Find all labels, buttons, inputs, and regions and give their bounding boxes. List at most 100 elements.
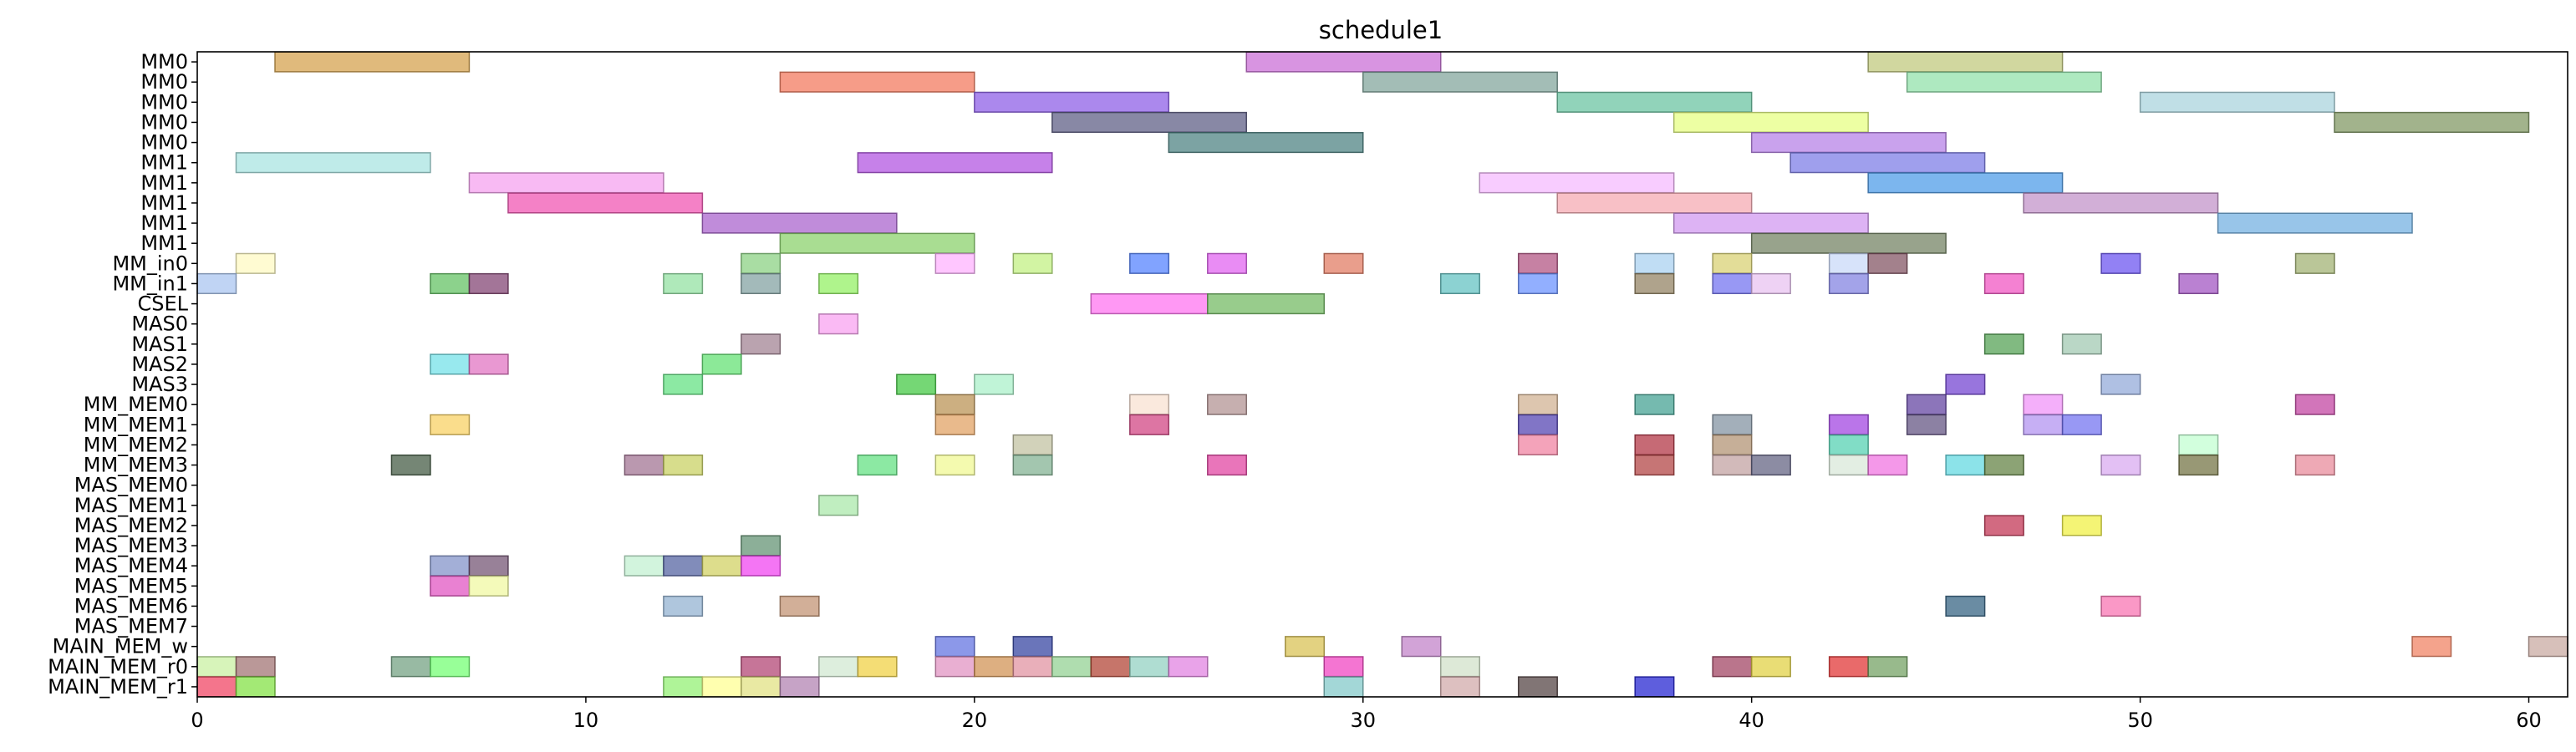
task-bar bbox=[1129, 414, 1170, 435]
task-bar bbox=[1828, 414, 1869, 435]
task-bar bbox=[1828, 656, 1869, 678]
task-bar bbox=[1634, 676, 1675, 698]
y-tick-label: MAS_MEM1 bbox=[74, 494, 188, 517]
task-bar bbox=[468, 272, 509, 295]
y-tick-label: MM0 bbox=[140, 70, 188, 94]
task-bar bbox=[1712, 252, 1753, 274]
task-bar bbox=[2100, 595, 2141, 617]
task-bar bbox=[934, 252, 975, 274]
task-bar bbox=[1945, 595, 1986, 617]
task-bar bbox=[779, 232, 975, 254]
task-bar bbox=[1323, 252, 1364, 274]
task-bar bbox=[1867, 252, 1908, 274]
x-tick-label: 30 bbox=[1350, 709, 1376, 732]
y-tick-label: MM1 bbox=[140, 191, 188, 215]
task-bar bbox=[1517, 414, 1558, 435]
task-bar bbox=[624, 454, 664, 476]
task-bar bbox=[779, 595, 820, 617]
task-bar bbox=[934, 636, 975, 658]
task-bar bbox=[430, 575, 471, 597]
task-bar bbox=[1828, 272, 1869, 295]
task-bar bbox=[974, 91, 1170, 113]
task-bar bbox=[818, 313, 859, 335]
task-bar bbox=[235, 252, 276, 274]
task-bar bbox=[468, 353, 509, 375]
task-bar bbox=[934, 414, 975, 435]
task-bar bbox=[741, 333, 781, 355]
x-tick-label: 20 bbox=[962, 709, 988, 732]
task-bar bbox=[1712, 414, 1753, 435]
task-bar bbox=[390, 656, 431, 678]
task-bar bbox=[235, 656, 276, 678]
y-tick-label: MM_MEM2 bbox=[84, 433, 188, 456]
task-bar bbox=[2100, 373, 2141, 395]
task-bar bbox=[1983, 333, 2024, 355]
task-bar bbox=[663, 555, 704, 577]
task-bar bbox=[430, 272, 471, 295]
task-bar bbox=[1517, 434, 1558, 456]
task-bar bbox=[779, 71, 975, 93]
task-bar bbox=[974, 373, 1015, 395]
y-tick-label: MAS_MEM4 bbox=[74, 554, 188, 577]
task-bar bbox=[1867, 454, 1908, 476]
task-bar bbox=[1828, 252, 1869, 274]
task-bar bbox=[1090, 656, 1131, 678]
y-tick-label: MAIN_MEM_r0 bbox=[48, 655, 188, 678]
task-bar bbox=[1634, 434, 1675, 456]
task-bar bbox=[1750, 131, 1947, 154]
y-tick-label: MAS_MEM6 bbox=[74, 594, 188, 617]
task-bar bbox=[857, 152, 1053, 174]
task-bar bbox=[857, 656, 898, 678]
task-bar bbox=[235, 676, 276, 698]
task-bar bbox=[2023, 414, 2064, 435]
task-bar bbox=[2061, 333, 2102, 355]
task-bar bbox=[2023, 394, 2064, 415]
task-bar bbox=[1207, 292, 1326, 315]
task-bar bbox=[390, 454, 431, 476]
task-bar bbox=[1517, 272, 1558, 295]
task-bar bbox=[1168, 131, 1364, 154]
task-bar bbox=[1828, 454, 1869, 476]
task-bar bbox=[779, 676, 820, 698]
task-bar bbox=[1556, 91, 1753, 113]
task-bar bbox=[430, 353, 471, 375]
y-tick-label: MAS_MEM2 bbox=[74, 514, 188, 537]
task-bar bbox=[430, 414, 471, 435]
task-bar bbox=[2100, 252, 2141, 274]
task-bar bbox=[1634, 454, 1675, 476]
task-bar bbox=[1906, 394, 1947, 415]
task-bar bbox=[1207, 252, 1248, 274]
x-tick-label: 50 bbox=[2127, 709, 2153, 732]
y-tick-label: MM0 bbox=[140, 90, 188, 114]
task-bar bbox=[1323, 656, 1364, 678]
chart-title: schedule1 bbox=[1319, 16, 1443, 44]
task-bar bbox=[1712, 272, 1753, 295]
task-bar bbox=[934, 656, 975, 678]
task-bar bbox=[2100, 454, 2141, 476]
task-bar bbox=[1517, 252, 1558, 274]
x-tick-label: 60 bbox=[2516, 709, 2542, 732]
y-tick-label: MM_MEM3 bbox=[84, 454, 188, 477]
task-bar bbox=[2023, 192, 2219, 214]
task-bar bbox=[2294, 454, 2335, 476]
task-bar bbox=[701, 212, 898, 234]
y-tick-label: MM_in0 bbox=[112, 252, 188, 275]
task-bar bbox=[2178, 454, 2219, 476]
task-bar bbox=[1712, 454, 1753, 476]
task-bar bbox=[1867, 656, 1908, 678]
task-bar bbox=[2139, 91, 2335, 113]
task-bar bbox=[1439, 272, 1480, 295]
task-bar bbox=[468, 575, 509, 597]
task-bar bbox=[1012, 434, 1053, 456]
plot-frame bbox=[196, 51, 2568, 698]
task-bar bbox=[1867, 172, 2064, 194]
y-tick-label: MAIN_MEM_w bbox=[53, 635, 188, 658]
task-bar bbox=[196, 676, 237, 698]
x-tick-label: 40 bbox=[1739, 709, 1764, 732]
task-bar bbox=[663, 676, 704, 698]
task-bar bbox=[1401, 636, 1442, 658]
task-bar bbox=[896, 373, 937, 395]
task-bar bbox=[468, 555, 509, 577]
x-tick-label: 0 bbox=[191, 709, 203, 732]
